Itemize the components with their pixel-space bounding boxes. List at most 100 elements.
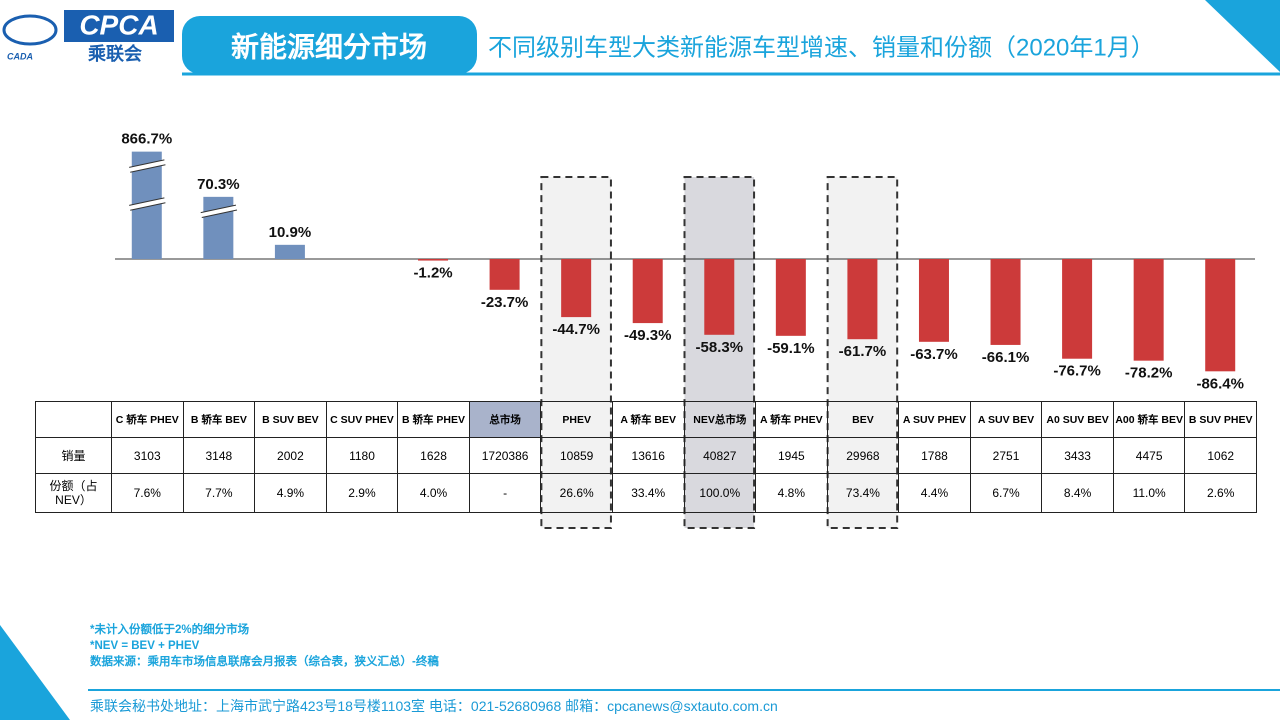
data-label: -86.4% xyxy=(1196,375,1244,392)
axis-break-line xyxy=(129,159,165,168)
share-cell: 4.8% xyxy=(755,473,828,513)
share-cell: 7.6% xyxy=(111,473,184,513)
sales-cell: 3103 xyxy=(111,437,184,474)
bar xyxy=(918,259,949,342)
bar xyxy=(1205,259,1236,372)
sales-cell: 1788 xyxy=(898,437,971,474)
top-band xyxy=(0,0,1280,12)
sales-cell: 1180 xyxy=(325,437,399,474)
sales-cell: 1062 xyxy=(1184,437,1257,474)
column-header: B 轿车 BEV xyxy=(182,401,256,438)
bar xyxy=(274,244,305,259)
note: *NEV = BEV + PHEV xyxy=(90,640,200,652)
column-header: A 轿车 PHEV xyxy=(755,401,828,438)
column-header: A0 SUV BEV xyxy=(1041,401,1114,438)
note: *未计入份额低于2%的细分市场 xyxy=(90,624,250,636)
data-label: -63.7% xyxy=(910,346,958,363)
axis-break xyxy=(129,197,166,211)
column-header: C SUV PHEV xyxy=(325,401,399,438)
section-tab xyxy=(182,16,477,74)
column-header: A SUV PHEV xyxy=(898,401,971,438)
bar xyxy=(990,259,1021,345)
corner-cell xyxy=(35,401,112,438)
column-header: A SUV BEV xyxy=(969,401,1043,438)
column-header: C 轿车 PHEV xyxy=(111,401,184,438)
sales-cell: 1945 xyxy=(755,437,828,474)
bar xyxy=(489,259,520,290)
sales-cell: 13616 xyxy=(611,437,685,474)
axis-break xyxy=(200,205,237,218)
share-cell: 6.7% xyxy=(969,473,1043,513)
axis-break-line xyxy=(130,202,166,211)
row-label: 销量 xyxy=(35,437,112,474)
data-label: 10.9% xyxy=(269,224,312,241)
sales-cell: 1720386 xyxy=(468,437,542,474)
column-header: A00 轿车 BEV xyxy=(1112,401,1186,438)
logo-small: CADA xyxy=(7,51,33,61)
share-cell: 2.9% xyxy=(325,473,399,513)
share-cell: 4.9% xyxy=(254,473,327,513)
bar xyxy=(561,259,592,318)
corner xyxy=(0,625,70,720)
data-label: -44.7% xyxy=(552,321,600,338)
column-header: B 轿车 PHEV xyxy=(397,401,470,438)
share-cell: 100.0% xyxy=(683,473,757,513)
section: 新能源细分市场 xyxy=(231,30,427,62)
data-table: C 轿车 PHEV B 轿车 BEV B SUV BEV C SUV PHEV B 轿车… xyxy=(35,401,1257,513)
share-cell: 7.7% xyxy=(182,473,256,513)
sales-cell: 1628 xyxy=(397,437,470,474)
logo: CPCA xyxy=(79,9,158,40)
share-cell: 4.0% xyxy=(397,473,470,513)
bar xyxy=(1133,259,1164,361)
axis-break xyxy=(129,159,166,173)
share-cell: 8.4% xyxy=(1041,473,1114,513)
data-label: -78.2% xyxy=(1125,365,1173,382)
axis-break-line xyxy=(201,209,238,218)
data-label: -66.1% xyxy=(982,349,1030,366)
axis-break-line xyxy=(200,204,237,214)
sales-cell: 40827 xyxy=(683,437,757,474)
share-cell: - xyxy=(468,473,542,513)
notes: *未计入份额低于2%的细分市场 *NEV = BEV + PHEV 数据来源：乘… xyxy=(90,622,439,670)
share-cell: 73.4% xyxy=(826,473,900,513)
title: 不同级别车型大类新能源车型增速、销量和份额（2020年1月） xyxy=(488,34,1155,61)
sales-cell: 3433 xyxy=(1041,437,1114,474)
bar xyxy=(847,259,878,340)
column-header: A 轿车 BEV xyxy=(611,401,685,438)
axis-break-line xyxy=(130,164,166,173)
sales-cell: 29968 xyxy=(826,437,900,474)
row-label: 份额（占NEV） xyxy=(35,473,112,513)
data-label: -1.2% xyxy=(413,265,452,282)
share-cell: 11.0% xyxy=(1112,473,1186,513)
bar xyxy=(632,259,663,324)
bar xyxy=(418,259,449,261)
share-cell: 26.6% xyxy=(540,473,613,513)
column-header: PHEV xyxy=(540,401,613,438)
data-label: -58.3% xyxy=(696,339,744,356)
data-label: -61.7% xyxy=(839,343,887,360)
logo-ring xyxy=(2,14,58,46)
sales-cell: 4475 xyxy=(1112,437,1186,474)
bar xyxy=(704,259,735,335)
sales-cell: 2002 xyxy=(254,437,327,474)
sales-cell: 3148 xyxy=(182,437,256,474)
bar xyxy=(1062,259,1093,359)
share-cell: 2.6% xyxy=(1184,473,1257,513)
footer: 乘联会秘书处地址：上海市武宁路423号18号楼1103室 电话：021-5268… xyxy=(90,698,778,714)
share-cell: 4.4% xyxy=(898,473,971,513)
data-label: 866.7% xyxy=(121,131,172,148)
column-header: BEV xyxy=(826,401,900,438)
column-header: B SUV PHEV xyxy=(1184,401,1257,438)
logo-sub: 乘联会 xyxy=(87,43,142,64)
axis-break-line xyxy=(129,197,165,206)
sales-cell: 2751 xyxy=(969,437,1043,474)
data-label: -59.1% xyxy=(767,340,815,357)
column-header: NEV总市场 xyxy=(683,401,757,438)
column-header: 总市场 xyxy=(468,401,542,438)
logo-box xyxy=(64,10,174,42)
data-label: 70.3% xyxy=(197,176,240,193)
note: 数据来源：乘用车市场信息联席会月报表（综合表，狭义汇总）-终稿 xyxy=(90,656,439,668)
corner xyxy=(1205,0,1280,72)
